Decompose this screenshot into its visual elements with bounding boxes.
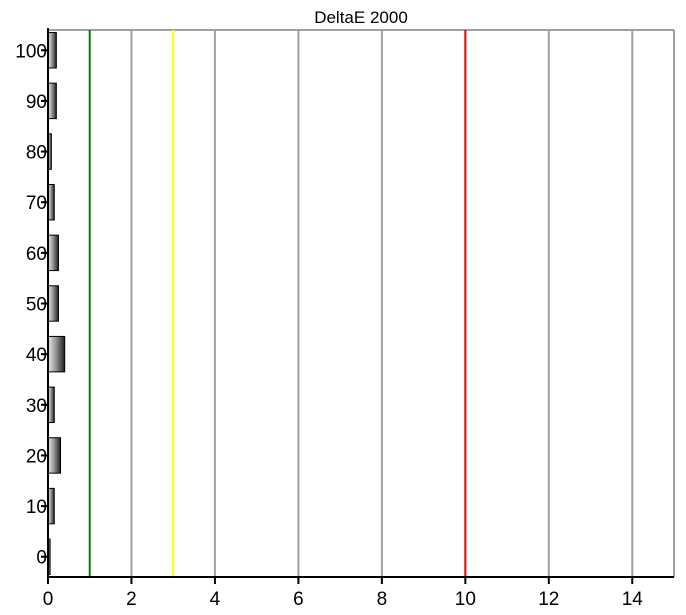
x-tick-label: 8 xyxy=(377,589,388,610)
y-tick-label: 30 xyxy=(26,396,47,417)
y-tick-label: 90 xyxy=(26,92,47,113)
bar-90 xyxy=(47,82,57,120)
x-tick-label: 12 xyxy=(538,589,559,610)
x-tick-label: 2 xyxy=(126,589,137,610)
x-tick-label: 0 xyxy=(43,589,54,610)
y-tick-label: 40 xyxy=(26,345,47,366)
bar-100 xyxy=(47,32,57,69)
bar-40 xyxy=(47,335,66,373)
x-tick-label: 6 xyxy=(293,589,304,610)
y-tick-label: 70 xyxy=(26,193,47,214)
bar-20 xyxy=(47,437,62,474)
bar-50 xyxy=(47,285,59,322)
y-tick-label: 0 xyxy=(36,548,47,569)
y-tick-label: 60 xyxy=(26,244,47,265)
y-tick-label: 50 xyxy=(26,295,47,316)
y-tick-label: 20 xyxy=(26,446,47,467)
bar-60 xyxy=(47,234,59,272)
x-tick-label: 14 xyxy=(622,589,644,610)
y-tick-label: 80 xyxy=(26,143,47,164)
x-tick-label: 10 xyxy=(455,589,476,610)
x-tick-label: 4 xyxy=(210,589,221,610)
chart-title: DeltaE 2000 xyxy=(314,8,408,27)
y-tick-label: 100 xyxy=(15,41,47,62)
y-tick-label: 10 xyxy=(26,497,47,518)
